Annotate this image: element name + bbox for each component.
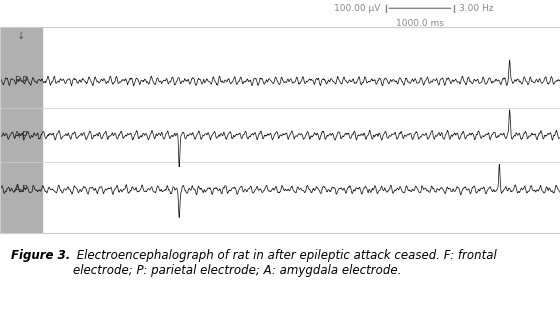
Text: Figure 3.: Figure 3. (11, 249, 71, 262)
Bar (0, 27, 42, 233)
Text: 100.00 μV: 100.00 μV (334, 4, 381, 13)
Text: 3.00 Hz: 3.00 Hz (459, 4, 494, 13)
Text: A-P: A-P (14, 131, 28, 140)
Text: F-P: F-P (14, 77, 28, 86)
Text: A-F: A-F (14, 185, 28, 194)
Text: Electroencephalograph of rat in after epileptic attack ceased. F: frontal electr: Electroencephalograph of rat in after ep… (73, 249, 497, 277)
Text: 1000.0 ms: 1000.0 ms (396, 19, 444, 28)
Text: ↓: ↓ (17, 31, 25, 41)
